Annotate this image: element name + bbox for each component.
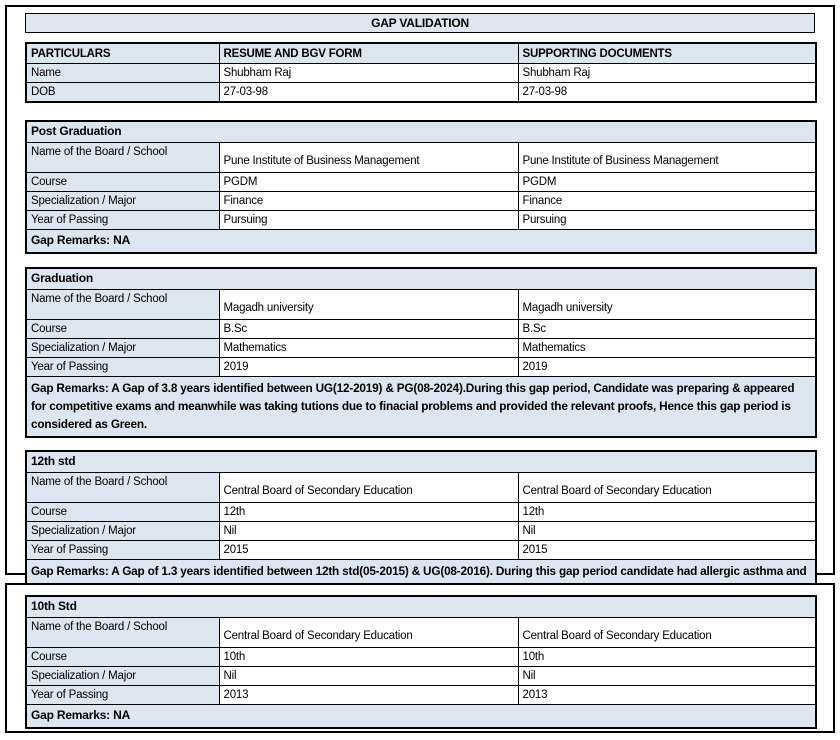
board-school-supporting-value: Central Board of Secondary Education (517, 617, 817, 648)
specialization-resume-value: Finance (218, 191, 519, 211)
row-label-board-school: Name of the Board / School (25, 617, 220, 648)
row-board-school: Name of the Board / School Pune Institut… (25, 142, 817, 173)
year-resume-value: Pursuing (218, 210, 519, 230)
gap-validation-main-panel: GAP VALIDATION PARTICULARS RESUME AND BG… (5, 5, 835, 621)
row-label-name: Name (25, 63, 220, 83)
section-title-12th-std: 12th std (25, 450, 817, 473)
row-label-course: Course (25, 319, 220, 339)
board-school-supporting-value: Central Board of Secondary Education (517, 472, 817, 503)
year-resume-value: 2015 (218, 540, 519, 560)
row-year-of-passing: Year of Passing 2019 2019 (25, 357, 817, 377)
section-header-row: Post Graduation (25, 120, 817, 143)
page-title: GAP VALIDATION (25, 13, 815, 33)
row-name: Name Shubham Raj Shubham Raj (25, 63, 817, 83)
row-dob: DOB 27-03-98 27-03-98 (25, 82, 817, 103)
candidate-summary-table: PARTICULARS RESUME AND BGV FORM SUPPORTI… (25, 42, 817, 103)
name-supporting-value: Shubham Raj (517, 63, 817, 83)
gap-remarks-row: Gap Remarks: A Gap of 3.8 years identifi… (25, 376, 817, 438)
row-label-board-school: Name of the Board / School (25, 472, 220, 503)
section-title-graduation: Graduation (25, 267, 817, 290)
board-school-resume-value: Pune Institute of Business Management (218, 142, 519, 173)
section-graduation: Graduation Name of the Board / School Ma… (25, 267, 817, 438)
row-board-school: Name of the Board / School Magadh univer… (25, 289, 817, 320)
course-resume-value: B.Sc (218, 319, 519, 339)
row-label-year-of-passing: Year of Passing (25, 357, 220, 377)
course-resume-value: 12th (218, 502, 519, 522)
course-resume-value: PGDM (218, 172, 519, 192)
row-board-school: Name of the Board / School Central Board… (25, 472, 817, 503)
specialization-resume-value: Nil (218, 521, 519, 541)
year-supporting-value: 2019 (517, 357, 817, 377)
section-10th-std: 10th Std Name of the Board / School Cent… (25, 595, 817, 729)
row-label-specialization: Specialization / Major (25, 521, 220, 541)
course-supporting-value: B.Sc (517, 319, 817, 339)
row-specialization: Specialization / Major Nil Nil (25, 666, 817, 686)
board-school-resume-value: Central Board of Secondary Education (218, 472, 519, 503)
row-year-of-passing: Year of Passing 2013 2013 (25, 685, 817, 705)
summary-header-row: PARTICULARS RESUME AND BGV FORM SUPPORTI… (25, 42, 817, 64)
section-header-row: Graduation (25, 267, 817, 290)
section-header-row: 12th std (25, 450, 817, 473)
row-label-year-of-passing: Year of Passing (25, 210, 220, 230)
gap-remarks-row: Gap Remarks: NA (25, 229, 817, 254)
row-specialization: Specialization / Major Nil Nil (25, 521, 817, 541)
row-specialization: Specialization / Major Mathematics Mathe… (25, 338, 817, 358)
gap-remarks-10th-std: Gap Remarks: NA (25, 704, 817, 729)
section-title-post-graduation: Post Graduation (25, 120, 817, 143)
column-header-resume-bgv-form: RESUME AND BGV FORM (218, 42, 519, 64)
tenth-std-panel: 10th Std Name of the Board / School Cent… (5, 583, 835, 733)
board-school-supporting-value: Pune Institute of Business Management (517, 142, 817, 173)
gap-remarks-graduation: Gap Remarks: A Gap of 3.8 years identifi… (25, 376, 817, 438)
dob-resume-value: 27-03-98 (218, 82, 519, 103)
column-header-particulars: PARTICULARS (25, 42, 220, 64)
dob-supporting-value: 27-03-98 (517, 82, 817, 103)
section-header-row: 10th Std (25, 595, 817, 618)
year-supporting-value: 2015 (517, 540, 817, 560)
row-label-specialization: Specialization / Major (25, 338, 220, 358)
row-label-course: Course (25, 647, 220, 667)
specialization-supporting-value: Nil (517, 666, 817, 686)
row-course: Course 12th 12th (25, 502, 817, 522)
section-post-graduation: Post Graduation Name of the Board / Scho… (25, 120, 818, 254)
course-supporting-value: PGDM (517, 172, 817, 192)
row-label-year-of-passing: Year of Passing (25, 540, 220, 560)
name-resume-value: Shubham Raj (218, 63, 519, 83)
specialization-resume-value: Nil (218, 666, 519, 686)
course-supporting-value: 10th (517, 647, 817, 667)
row-course: Course PGDM PGDM (25, 172, 817, 192)
year-resume-value: 2013 (218, 685, 519, 705)
row-label-course: Course (25, 172, 220, 192)
year-resume-value: 2019 (218, 357, 519, 377)
specialization-supporting-value: Mathematics (517, 338, 817, 358)
board-school-resume-value: Magadh university (218, 289, 519, 320)
row-label-board-school: Name of the Board / School (25, 142, 220, 173)
row-year-of-passing: Year of Passing Pursuing Pursuing (25, 210, 817, 230)
gap-remarks-post-graduation: Gap Remarks: NA (25, 229, 817, 254)
specialization-supporting-value: Nil (517, 521, 817, 541)
row-label-year-of-passing: Year of Passing (25, 685, 220, 705)
row-specialization: Specialization / Major Finance Finance (25, 191, 817, 211)
row-course: Course 10th 10th (25, 647, 817, 667)
gap-remarks-row: Gap Remarks: NA (25, 704, 817, 729)
course-supporting-value: 12th (517, 502, 817, 522)
section-title-10th-std: 10th Std (25, 595, 817, 618)
year-supporting-value: Pursuing (517, 210, 817, 230)
row-label-specialization: Specialization / Major (25, 666, 220, 686)
board-school-resume-value: Central Board of Secondary Education (218, 617, 519, 648)
course-resume-value: 10th (218, 647, 519, 667)
row-label-dob: DOB (25, 82, 220, 103)
row-label-board-school: Name of the Board / School (25, 289, 220, 320)
board-school-supporting-value: Magadh university (517, 289, 817, 320)
specialization-resume-value: Mathematics (218, 338, 519, 358)
row-label-course: Course (25, 502, 220, 522)
section-12th-std: 12th std Name of the Board / School Cent… (25, 450, 818, 621)
year-supporting-value: 2013 (517, 685, 817, 705)
row-board-school: Name of the Board / School Central Board… (25, 617, 817, 648)
row-label-specialization: Specialization / Major (25, 191, 220, 211)
specialization-supporting-value: Finance (517, 191, 817, 211)
row-year-of-passing: Year of Passing 2015 2015 (25, 540, 817, 560)
row-course: Course B.Sc B.Sc (25, 319, 817, 339)
column-header-supporting-documents: SUPPORTING DOCUMENTS (517, 42, 817, 64)
